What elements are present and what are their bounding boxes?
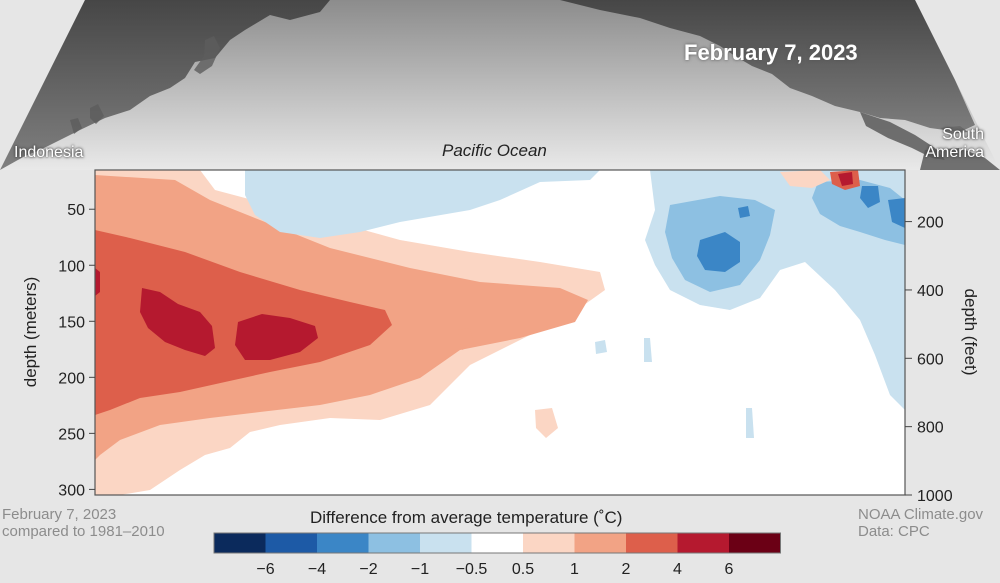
y-tick-label-left: 50 <box>67 202 85 219</box>
y-tick-label-right: 400 <box>917 283 944 300</box>
north-america-landmass <box>560 0 975 132</box>
y-tick-label-left: 250 <box>58 426 85 443</box>
japan-islands <box>194 36 220 74</box>
cross-section-chart: 50 100 150 200 250 300 depth (meters) 200 400 6… <box>21 169 980 505</box>
colorbar-tick-label: 1 <box>570 561 579 578</box>
y-tick-label-left: 100 <box>58 258 85 275</box>
colorbar-swatch <box>368 533 420 553</box>
anomaly-warm-0.5-1 <box>780 170 830 188</box>
colorbar-swatch <box>574 533 626 553</box>
anomaly-cool-1-2 <box>812 180 905 245</box>
colorbar-tick-label: 6 <box>725 561 734 578</box>
region-label-south-america: South America <box>912 126 984 162</box>
colorbar-swatch <box>626 533 678 553</box>
colorbar: −6 −4 −2 −1 −0.5 0.5 1 2 4 6 <box>213 532 781 578</box>
y-tick-label-left: 300 <box>58 482 85 499</box>
anomaly-cool-2-4 <box>888 198 905 228</box>
footer-date-line2: compared to 1981–2010 <box>2 523 165 540</box>
colorbar-swatch <box>420 533 472 553</box>
colorbar-tick-label: 2 <box>622 561 631 578</box>
colorbar-tick-label: 0.5 <box>512 561 534 578</box>
colorbar-title: Difference from average temperature (˚C) <box>310 508 623 527</box>
colorbar-swatch <box>317 533 369 553</box>
south-america-landmass <box>920 148 1000 170</box>
y-tick-label-right: 600 <box>917 351 944 368</box>
y-tick-label-right: 800 <box>917 420 944 437</box>
colorbar-tick-label: 4 <box>673 561 682 578</box>
colorbar-swatch <box>265 533 317 553</box>
y-axis-right-label: depth (feet) <box>961 289 980 376</box>
plot-frame <box>94 169 906 496</box>
footer-credit-line2: Data: CPC <box>858 523 930 540</box>
central-america <box>860 112 945 160</box>
anomaly-cool-0.5-1 <box>644 338 652 362</box>
colorbar-swatch <box>471 533 523 553</box>
anomaly-cool-2-4 <box>697 232 740 272</box>
y-tick-label-right: 200 <box>917 215 944 232</box>
anomaly-warm-4-6 <box>838 172 853 186</box>
colorbar-swatch <box>214 533 266 553</box>
anomaly-warm-4-6 <box>235 314 318 360</box>
caribbean-islands <box>940 126 968 134</box>
region-label-south: South <box>942 126 984 143</box>
map-panel <box>0 0 1000 170</box>
footer-credit-line1: NOAA Climate.gov <box>858 506 984 523</box>
anomaly-cool-2-4 <box>860 186 880 208</box>
plot-area <box>94 169 906 496</box>
footer-date-line1: February 7, 2023 <box>2 506 117 523</box>
colorbar-swatch <box>523 533 575 553</box>
colorbar-frame <box>213 532 781 554</box>
region-label-america: America <box>925 144 984 161</box>
colorbar-tick-label: −0.5 <box>456 561 488 578</box>
philippines-islands <box>70 104 104 134</box>
y-tick-label-left: 150 <box>58 314 85 331</box>
y-axis-left: 50 100 150 200 250 300 <box>58 202 95 499</box>
colorbar-swatch <box>729 533 781 553</box>
anomaly-cool-0.5-1 <box>245 170 600 238</box>
footer-date: February 7, 2023 compared to 1981–2010 <box>2 506 165 540</box>
y-axis-right: 200 400 600 800 1000 <box>905 215 953 505</box>
anomaly-warm-1-2 <box>458 328 474 350</box>
colorbar-swatch <box>677 533 729 553</box>
anomaly-cool-2-4 <box>738 206 750 218</box>
anomaly-cool-0.5-1 <box>595 340 607 354</box>
anomaly-warm-4-6 <box>95 268 100 296</box>
anomaly-warm-0.5-1 <box>535 408 558 438</box>
colorbar-tick-label: −2 <box>359 561 377 578</box>
region-label-indonesia: Indonesia <box>14 144 84 161</box>
y-tick-label-right: 1000 <box>917 488 953 505</box>
colorbar-tick-label: −1 <box>411 561 429 578</box>
anomaly-cool-0.5-1 <box>746 408 754 438</box>
colorbar-tick-label: −6 <box>256 561 274 578</box>
footer-credit: NOAA Climate.gov Data: CPC <box>858 506 983 540</box>
y-axis-left-label: depth (meters) <box>21 277 40 388</box>
region-label-pacific: Pacific Ocean <box>442 141 547 160</box>
colorbar-tick-label: −4 <box>308 561 326 578</box>
y-tick-label-left: 200 <box>58 370 85 387</box>
anomaly-warm-4-6 <box>140 288 215 356</box>
asia-landmass <box>0 0 330 170</box>
date-stamp: February 7, 2023 <box>684 40 858 65</box>
